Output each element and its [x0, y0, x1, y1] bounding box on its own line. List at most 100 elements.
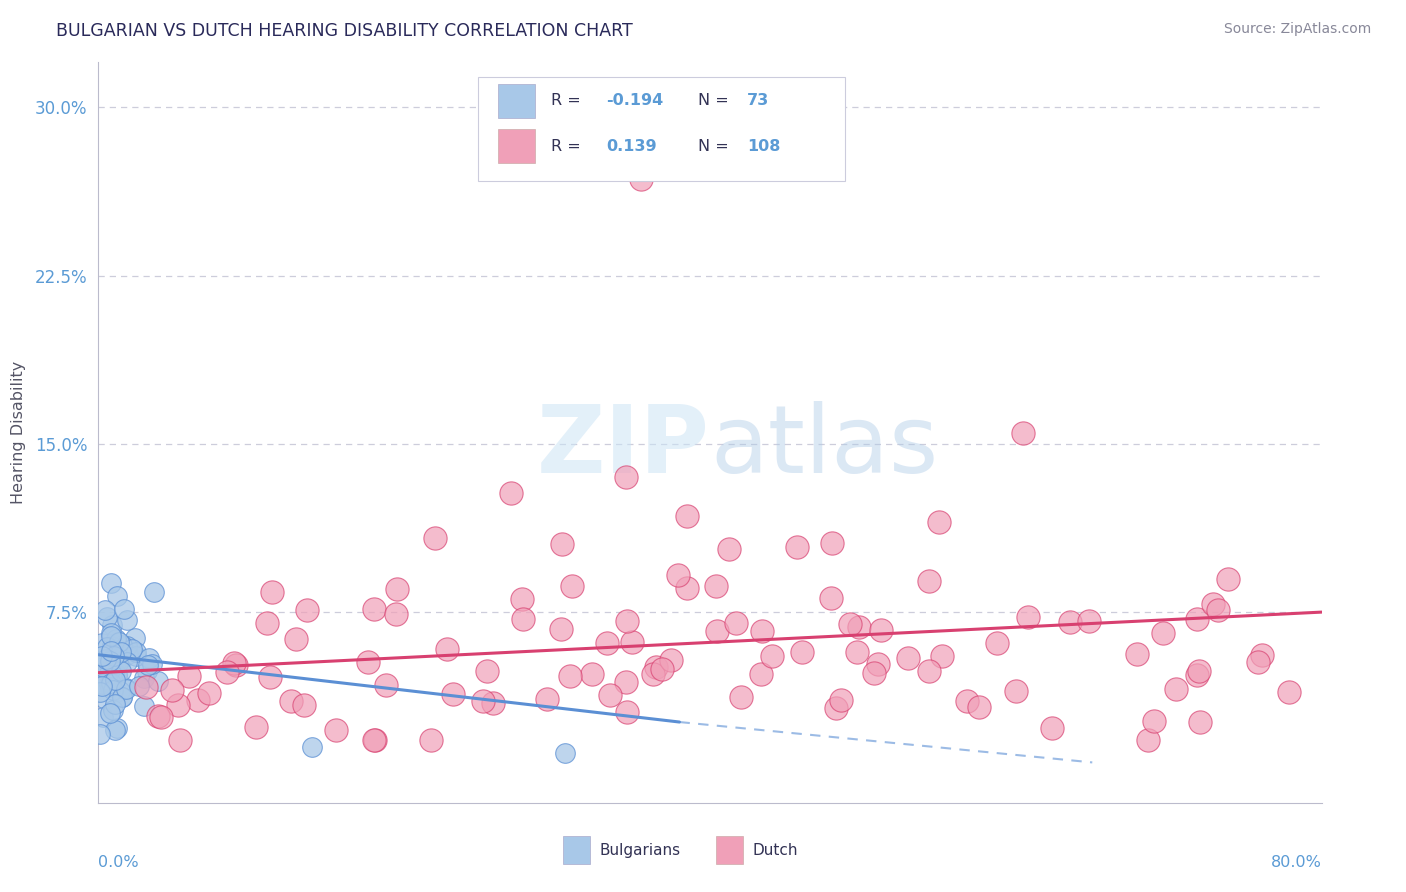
Text: R =: R =: [551, 138, 581, 153]
Point: [1126, 648, 1149, 662]
Point: [110, 645, 132, 659]
Point: [363, 733, 385, 747]
Point: [224, 656, 246, 670]
Text: R =: R =: [551, 94, 581, 108]
Point: [259, 670, 281, 684]
Point: [111, 690, 134, 704]
Point: [621, 635, 644, 649]
Point: [866, 657, 889, 672]
Point: [651, 662, 673, 676]
Point: [100, 644, 122, 658]
Point: [98, 681, 121, 695]
Point: [666, 568, 689, 582]
Point: [125, 648, 148, 663]
Point: [724, 616, 747, 631]
Point: [101, 683, 124, 698]
Point: [160, 683, 183, 698]
Point: [112, 602, 135, 616]
Point: [825, 701, 848, 715]
Point: [830, 693, 852, 707]
Point: [471, 694, 494, 708]
Point: [846, 645, 869, 659]
Point: [110, 664, 132, 678]
Point: [245, 720, 267, 734]
Point: [108, 642, 131, 657]
Point: [91, 636, 114, 650]
Point: [107, 656, 129, 670]
Point: [918, 574, 941, 588]
Point: [385, 582, 408, 596]
Bar: [564, 836, 591, 864]
Point: [124, 631, 146, 645]
Text: atlas: atlas: [710, 401, 938, 493]
Point: [676, 582, 699, 596]
Point: [169, 733, 191, 747]
Point: [107, 635, 129, 649]
Point: [848, 620, 870, 634]
Point: [441, 687, 464, 701]
Point: [262, 584, 284, 599]
Point: [256, 615, 278, 630]
Point: [1206, 602, 1229, 616]
Point: [749, 667, 772, 681]
Point: [616, 614, 638, 628]
Point: [931, 648, 953, 663]
Point: [105, 668, 128, 682]
Point: [138, 651, 160, 665]
Point: [676, 508, 699, 523]
Point: [967, 700, 990, 714]
Point: [363, 602, 385, 616]
Point: [1137, 733, 1160, 747]
Point: [101, 639, 124, 653]
Point: [643, 666, 665, 681]
Point: [614, 470, 637, 484]
Point: [436, 642, 458, 657]
Text: 80.0%: 80.0%: [1271, 855, 1322, 870]
Point: [146, 709, 169, 723]
Bar: [498, 129, 536, 162]
Point: [644, 659, 666, 673]
Point: [105, 590, 128, 604]
Point: [198, 686, 221, 700]
Point: [100, 675, 122, 690]
Point: [897, 650, 920, 665]
Point: [1202, 597, 1225, 611]
Point: [501, 486, 523, 500]
Point: [550, 622, 572, 636]
Point: [1059, 615, 1081, 630]
Text: N =: N =: [697, 138, 728, 153]
Point: [558, 669, 581, 683]
Point: [751, 624, 773, 639]
Point: [103, 648, 125, 663]
Text: 0.139: 0.139: [606, 138, 657, 153]
Point: [89, 727, 111, 741]
Point: [100, 576, 122, 591]
Point: [475, 664, 498, 678]
Point: [512, 611, 534, 625]
Point: [581, 666, 603, 681]
Point: [125, 645, 148, 659]
Point: [97, 662, 120, 676]
Point: [1278, 685, 1301, 699]
Point: [630, 172, 652, 186]
Point: [364, 733, 387, 747]
Point: [215, 665, 238, 679]
Point: [96, 673, 118, 687]
Point: [536, 691, 558, 706]
Point: [870, 624, 893, 638]
Point: [551, 537, 574, 551]
Point: [820, 591, 842, 605]
Point: [596, 636, 619, 650]
Point: [792, 644, 814, 658]
Point: [96, 651, 118, 665]
Point: [301, 739, 323, 754]
Point: [357, 655, 380, 669]
Text: Source: ZipAtlas.com: Source: ZipAtlas.com: [1223, 22, 1371, 37]
Text: ZIP: ZIP: [537, 401, 710, 493]
Point: [111, 690, 134, 705]
Point: [91, 648, 114, 663]
Point: [117, 647, 139, 661]
Point: [863, 666, 886, 681]
Point: [134, 698, 156, 713]
Point: [187, 693, 209, 707]
